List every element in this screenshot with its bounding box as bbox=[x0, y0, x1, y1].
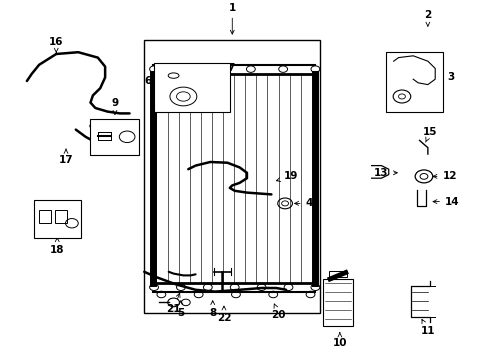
Text: 9: 9 bbox=[111, 98, 118, 114]
Text: 20: 20 bbox=[271, 304, 285, 320]
Text: 5: 5 bbox=[177, 301, 184, 318]
Text: 12: 12 bbox=[432, 171, 456, 181]
Bar bbox=[144, 40, 320, 313]
Bar bbox=[34, 200, 81, 238]
Bar bbox=[154, 63, 229, 112]
Text: 16: 16 bbox=[49, 37, 63, 53]
Bar bbox=[55, 210, 67, 223]
Text: 8: 8 bbox=[209, 301, 216, 318]
Text: 3: 3 bbox=[431, 72, 454, 82]
Bar bbox=[328, 271, 346, 277]
Text: 13: 13 bbox=[373, 168, 396, 178]
Bar bbox=[39, 210, 51, 223]
Text: 6: 6 bbox=[144, 76, 160, 86]
Text: 18: 18 bbox=[50, 238, 64, 255]
Text: 1: 1 bbox=[228, 3, 235, 34]
Text: 2: 2 bbox=[424, 10, 430, 26]
Text: 7: 7 bbox=[216, 63, 234, 73]
Text: 19: 19 bbox=[276, 171, 297, 181]
Bar bbox=[322, 279, 352, 326]
Text: 14: 14 bbox=[432, 197, 459, 207]
Bar bbox=[90, 119, 139, 155]
Text: 4: 4 bbox=[294, 198, 312, 208]
Bar bbox=[386, 52, 442, 112]
Text: 10: 10 bbox=[332, 333, 346, 348]
Text: 11: 11 bbox=[420, 319, 434, 336]
Text: 17: 17 bbox=[59, 149, 73, 165]
Text: 22: 22 bbox=[216, 306, 231, 323]
Text: 15: 15 bbox=[422, 127, 437, 142]
Text: 21: 21 bbox=[166, 293, 181, 314]
